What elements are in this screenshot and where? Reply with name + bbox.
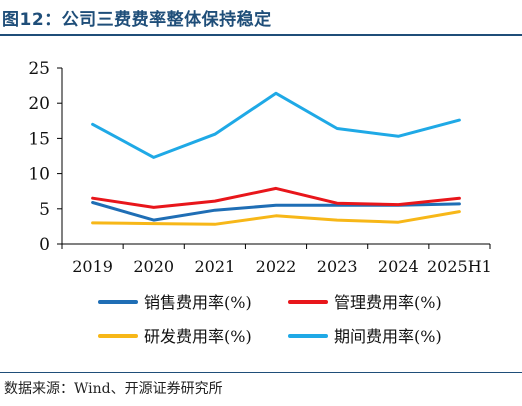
series-line-2 — [91, 186, 461, 209]
series-line-4 — [91, 91, 461, 159]
legend-label: 销售费用率(%) — [144, 293, 252, 312]
y-tick-label: 5 — [39, 200, 50, 220]
source-rule — [0, 372, 522, 373]
y-tick-label: 20 — [28, 94, 50, 114]
line-chart: 0 5 10 15 20 25 2019 2020 2021 2022 2023 2024 2025H1… — [28, 59, 491, 346]
legend-label: 研发费用率(%) — [144, 327, 252, 346]
figure-title: 图12：公司三费费率整体保持稳定 — [2, 10, 272, 30]
x-tick-label: 2024 — [378, 257, 419, 276]
x-tick-label: 2019 — [72, 257, 113, 276]
x-tick-label: 2020 — [133, 257, 174, 276]
y-tick-label: 15 — [28, 129, 50, 149]
chart-legend: 销售费用率(%) 管理费用率(%) 研发费用率(%) 期间费用率(%) — [98, 293, 442, 346]
y-tick-label: 10 — [28, 165, 50, 185]
chart-axes: 0 5 10 15 20 25 2019 2020 2021 2022 2023 2024 2025H1 — [28, 59, 491, 276]
series-line-3 — [91, 210, 461, 226]
x-tick-label: 2022 — [256, 257, 297, 276]
x-tick-label: 2021 — [194, 257, 235, 276]
x-tick-label: 2023 — [317, 257, 358, 276]
title-bar: 图12：公司三费费率整体保持稳定 — [0, 0, 522, 40]
legend-label: 期间费用率(%) — [334, 327, 442, 346]
title-rule — [0, 34, 522, 36]
legend-label: 管理费用率(%) — [334, 293, 442, 312]
y-tick-label: 25 — [28, 59, 50, 79]
x-tick-label: 2025H1 — [427, 257, 492, 276]
y-tick-label: 0 — [39, 235, 50, 255]
source-note: 数据来源：Wind、开源证券研究所 — [4, 381, 223, 397]
chart-series — [91, 91, 461, 226]
